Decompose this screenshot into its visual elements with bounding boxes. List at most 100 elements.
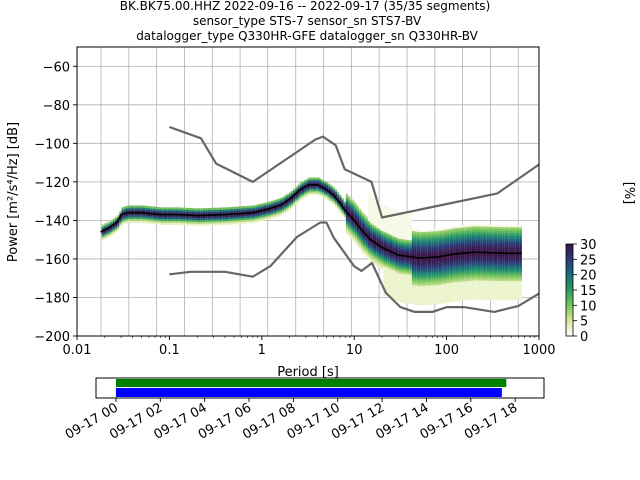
histogram-cell [460, 238, 463, 242]
histogram-cell [370, 254, 373, 257]
histogram-cell [436, 229, 439, 232]
histogram-cell [464, 238, 467, 241]
histogram-cell [337, 205, 340, 208]
histogram-cell [306, 192, 309, 195]
histogram-cell [449, 236, 452, 239]
x-tick-label: 10 [346, 343, 363, 358]
histogram-cell [453, 266, 456, 269]
histogram-cell [374, 259, 377, 262]
histogram-cell [341, 198, 344, 201]
histogram-cell [491, 265, 494, 268]
histogram-cell [389, 223, 393, 226]
histogram-cell [132, 207, 135, 210]
histogram-cell [389, 232, 393, 235]
histogram-cell [473, 293, 476, 296]
histogram-cell [246, 215, 250, 218]
histogram-cell [517, 267, 520, 270]
histogram-cell [495, 249, 498, 253]
histogram-cell [308, 179, 311, 182]
histogram-cell [510, 227, 514, 230]
histogram-cell [405, 262, 408, 265]
histogram-cell [378, 225, 382, 228]
histogram-cell [438, 251, 441, 255]
histogram-cell [473, 274, 476, 277]
histogram-cell [238, 208, 241, 211]
histogram-cell [290, 200, 294, 203]
histogram-cell [367, 216, 371, 220]
histogram-cell [218, 219, 221, 222]
histogram-cell [510, 271, 514, 274]
histogram-cell [486, 293, 489, 297]
histogram-cell [429, 275, 432, 278]
histogram-cell [403, 233, 406, 236]
x-tick-label: 0.01 [63, 343, 92, 358]
histogram-cell [508, 238, 511, 241]
histogram-cell [198, 223, 201, 226]
histogram-cell [414, 292, 417, 295]
histogram-cell [475, 289, 478, 292]
histogram-cell [350, 211, 353, 214]
histogram-cell [343, 212, 346, 215]
histogram-cell [378, 202, 382, 205]
histogram-cell [403, 281, 406, 284]
histogram-cell [497, 288, 500, 291]
histogram-cell [363, 227, 366, 230]
histogram-cell [321, 179, 324, 182]
histogram-cell [517, 273, 520, 276]
histogram-cell [158, 216, 162, 219]
histogram-cell [134, 209, 137, 212]
histogram-cell [213, 217, 217, 220]
histogram-cell [165, 222, 168, 225]
histogram-cell [422, 250, 426, 254]
histogram-cell [398, 288, 401, 291]
histogram-cell [422, 277, 426, 281]
histogram-cell [251, 217, 254, 220]
histogram-cell [513, 265, 516, 268]
histogram-cell [416, 281, 419, 284]
histogram-cell [392, 268, 395, 271]
histogram-cell [385, 261, 388, 264]
histogram-cell [420, 270, 423, 273]
histogram-cell [440, 228, 443, 231]
histogram-cell [161, 218, 164, 222]
histogram-cell [403, 220, 406, 223]
histogram-cell [398, 215, 401, 218]
grid-lines [77, 47, 539, 337]
histogram-cell [405, 297, 408, 300]
histogram-cell [187, 217, 190, 220]
histogram-cell [431, 242, 434, 245]
histogram-cell [425, 252, 428, 255]
histogram-cell [321, 191, 324, 194]
histogram-cell [425, 264, 428, 267]
histogram-cell [387, 235, 390, 238]
histogram-cell [482, 259, 485, 262]
histogram-cell [365, 228, 368, 231]
histogram-cell [519, 254, 522, 257]
histogram-cell [409, 259, 412, 262]
histogram-cell [480, 268, 483, 271]
histogram-cell [348, 211, 351, 214]
histogram-cell [356, 221, 360, 224]
histogram-cell [517, 257, 520, 260]
histogram-cell [510, 250, 514, 253]
histogram-cell [482, 268, 485, 271]
histogram-cell [176, 220, 179, 223]
histogram-cell [508, 298, 511, 301]
histogram-cell [378, 219, 382, 222]
histogram-cell [398, 225, 401, 228]
histogram-cell [458, 293, 461, 296]
histogram-cell [389, 228, 393, 231]
histogram-cell [328, 185, 331, 188]
histogram-cell [482, 249, 485, 252]
histogram-cell [436, 252, 439, 255]
histogram-cell [405, 239, 408, 242]
histogram-cell [282, 204, 285, 207]
histogram-cell [359, 214, 362, 217]
histogram-cell [444, 248, 448, 251]
histogram-cell [165, 211, 168, 214]
histogram-cell [451, 238, 454, 241]
histogram-cell [462, 288, 465, 291]
histogram-cell [488, 238, 492, 241]
histogram-cell [477, 297, 481, 300]
histogram-cell [418, 291, 421, 294]
